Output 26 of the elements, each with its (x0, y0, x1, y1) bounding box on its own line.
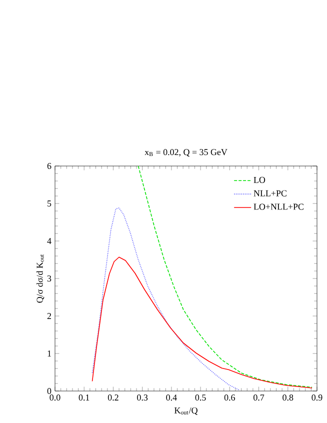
y-axis-title: Q/σ dσ/d K$_{out}$ (36, 254, 44, 303)
x-tick-label: 0.2 (108, 394, 118, 401)
y-tick-label: 3 (47, 275, 52, 282)
line-series (138, 166, 312, 388)
y-tick-label: 4 (47, 238, 52, 244)
x-tick-label: 0.7 (254, 394, 264, 401)
x-tick-label: 0.6 (224, 394, 236, 401)
y-tick-label: 6 (47, 162, 52, 170)
x-tick-label: 0.5 (195, 394, 206, 401)
x-tick-label: 0.1 (78, 394, 90, 401)
line-series (92, 208, 240, 391)
x-tick-label: 0.3 (137, 394, 148, 401)
y-tick-label: 2 (47, 313, 51, 319)
chart-title: x$_{B}$ = 0.02, Q = 35 GeV (144, 149, 228, 156)
x-tick-label: 0.4 (166, 394, 177, 401)
legend-label: LO (254, 176, 266, 183)
x-tick-label: 0.8 (282, 394, 294, 401)
x-tick-label: 0.0 (50, 394, 60, 401)
x-tick-label: 0.9 (312, 394, 322, 401)
y-tick-label: 5 (48, 200, 52, 206)
line-series (92, 256, 312, 388)
x-axis-title: K$_{out}$/Q (174, 407, 198, 415)
y-tick-label: 1 (48, 350, 51, 356)
legend-label: NLL+PC (254, 190, 286, 196)
legend-label: LO+NLL+PC (254, 204, 304, 210)
y-tick-label: 0 (47, 388, 52, 394)
